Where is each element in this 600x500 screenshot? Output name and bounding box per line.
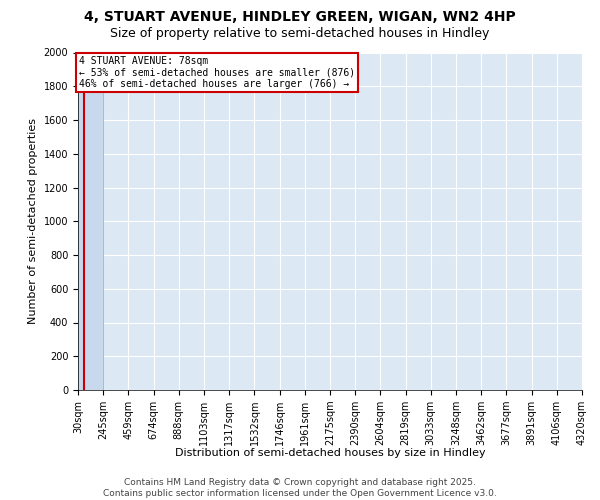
Text: 4, STUART AVENUE, HINDLEY GREEN, WIGAN, WN2 4HP: 4, STUART AVENUE, HINDLEY GREEN, WIGAN, … bbox=[84, 10, 516, 24]
Text: 4 STUART AVENUE: 78sqm
← 53% of semi-detached houses are smaller (876)
46% of se: 4 STUART AVENUE: 78sqm ← 53% of semi-det… bbox=[79, 56, 355, 89]
X-axis label: Distribution of semi-detached houses by size in Hindley: Distribution of semi-detached houses by … bbox=[175, 448, 485, 458]
Text: Size of property relative to semi-detached houses in Hindley: Size of property relative to semi-detach… bbox=[110, 28, 490, 40]
Text: Contains HM Land Registry data © Crown copyright and database right 2025.
Contai: Contains HM Land Registry data © Crown c… bbox=[103, 478, 497, 498]
Y-axis label: Number of semi-detached properties: Number of semi-detached properties bbox=[28, 118, 38, 324]
Bar bbox=[78, 78, 103, 390]
